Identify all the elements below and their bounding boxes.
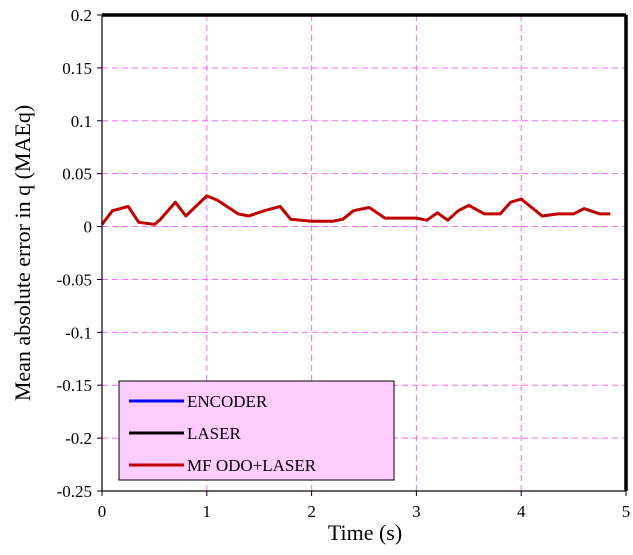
y-tick-label: 0.2 xyxy=(71,6,92,25)
y-tick-label: 0 xyxy=(84,218,93,237)
series-line xyxy=(100,194,611,226)
y-tick-label: -0.05 xyxy=(57,270,92,289)
y-tick-label: -0.15 xyxy=(57,376,92,395)
legend-label: MF ODO+LASER xyxy=(187,456,317,475)
y-tick-label: 0.05 xyxy=(62,165,92,184)
y-tick-label: 0.15 xyxy=(62,59,92,78)
y-tick-label: -0.25 xyxy=(57,482,92,501)
x-tick-label: 1 xyxy=(203,502,212,521)
x-tick-label: 4 xyxy=(517,502,526,521)
legend-label: ENCODER xyxy=(187,392,268,411)
x-tick-label: 0 xyxy=(98,502,107,521)
legend: ENCODER LASER MF ODO+LASER xyxy=(118,380,395,481)
y-tick-label: -0.2 xyxy=(65,429,92,448)
y-tick-label: -0.1 xyxy=(65,323,92,342)
y-axis-tick-labels: 0.2 0.15 0.1 0.05 0 -0.05 -0.1 -0.15 -0.2 -0.25 xyxy=(57,6,102,501)
x-tick-label: 2 xyxy=(307,502,316,521)
legend-label: LASER xyxy=(187,424,242,443)
x-axis-title: Time (s) xyxy=(328,520,402,545)
x-axis-tick-labels: 0 1 2 3 4 5 xyxy=(98,491,631,521)
series-lines xyxy=(100,194,611,226)
y-axis-title: Mean absolute error in q (MAEq) xyxy=(10,105,35,401)
x-tick-label: 5 xyxy=(622,502,631,521)
x-tick-label: 3 xyxy=(412,502,421,521)
y-tick-label: 0.1 xyxy=(71,112,92,131)
